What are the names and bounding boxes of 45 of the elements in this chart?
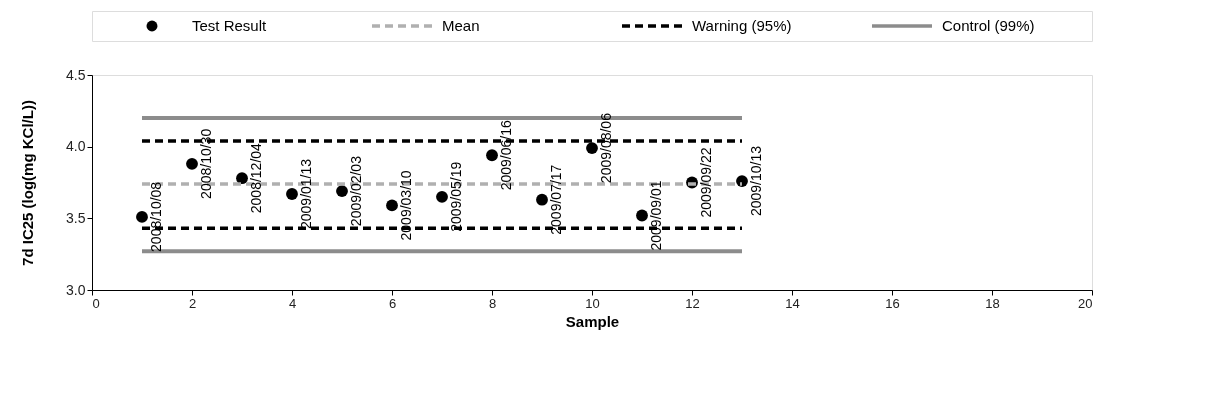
point xyxy=(586,142,598,154)
point xyxy=(186,157,198,170)
annotation: 2009/02/03 xyxy=(348,155,364,227)
x-tick-label: 20 xyxy=(1078,295,1093,311)
x-tick-label: 4 xyxy=(288,295,297,311)
legend-label: Warning (95%) xyxy=(692,17,792,34)
annotation: 2009/03/10 xyxy=(398,170,414,241)
annotation: 2009/05/19 xyxy=(448,161,464,232)
x-tick-label: 0 xyxy=(92,295,100,311)
y-tick-label: 4.0 xyxy=(66,138,86,155)
y-axis-title: 7d IC25 (log(mg KCl/L)) xyxy=(19,100,37,266)
x-tick-label: 10 xyxy=(585,295,600,311)
point xyxy=(386,199,398,212)
x-tick-label: 6 xyxy=(388,295,397,311)
point xyxy=(736,175,748,187)
x-axis-title: Sample xyxy=(565,312,620,330)
point xyxy=(236,172,248,185)
y-tick-label: 3.5 xyxy=(66,209,86,226)
annotation: 2009/08/06 xyxy=(598,112,614,184)
point xyxy=(536,193,548,206)
x-tick-label: 8 xyxy=(488,295,497,311)
point xyxy=(136,211,148,223)
x-tick-label: 2 xyxy=(188,295,197,311)
point xyxy=(336,185,348,197)
legend-label: Control (99%) xyxy=(942,17,1035,34)
annotation: 2009/01/13 xyxy=(298,158,314,230)
legend-label: Mean xyxy=(442,17,480,34)
annotation: 2009/09/22 xyxy=(698,147,714,218)
point xyxy=(286,188,298,200)
annotation: 2008/10/08 xyxy=(148,181,164,252)
legend-label: Test Result xyxy=(192,17,268,34)
x-tick-label: 12 xyxy=(685,295,700,311)
annotation: 2009/09/01 xyxy=(648,180,664,251)
point xyxy=(636,209,648,222)
x-tick-label: 16 xyxy=(885,295,900,311)
annotation: 2009/07/17 xyxy=(548,164,564,235)
point xyxy=(436,190,448,203)
annotation: 2009/06/16 xyxy=(498,120,514,191)
x-tick-label: 14 xyxy=(785,295,800,311)
point xyxy=(486,149,498,162)
annotation: 2008/12/04 xyxy=(248,142,264,214)
y-tick-label: 3.0 xyxy=(66,281,86,298)
annotation: 2009/10/13 xyxy=(748,145,764,217)
x-tick-label: 18 xyxy=(985,295,1000,311)
y-tick-label: 4.5 xyxy=(66,66,86,83)
